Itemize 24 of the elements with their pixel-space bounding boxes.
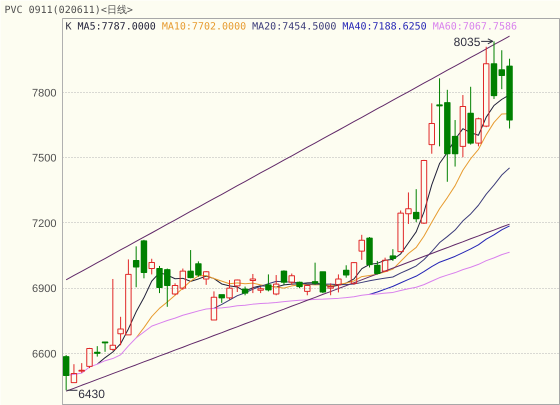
y-tick-label: 6900	[32, 283, 57, 296]
chart-title: PVC 0911(020611)<日线>	[4, 4, 133, 16]
candlestick	[70, 364, 78, 384]
candlestick	[358, 234, 365, 260]
candlestick	[148, 258, 155, 275]
y-tick-label: 7800	[32, 87, 57, 100]
line-series	[66, 36, 510, 280]
line-series	[369, 225, 510, 295]
y-tick-label: 7200	[32, 218, 57, 230]
legend-title: K	[66, 22, 72, 32]
candlestick	[250, 273, 256, 294]
candlestick	[218, 294, 225, 304]
text: MA20:7454.5000	[252, 22, 336, 32]
candlestick	[102, 342, 108, 352]
annotation: 6430	[78, 386, 106, 401]
y-tick-label: 6600	[32, 348, 57, 360]
y-tick-label: 7500	[32, 152, 57, 165]
text: MA5:7787.0000	[78, 22, 156, 32]
text: MA10:7702.0000	[162, 22, 246, 32]
annotation: 8035	[454, 34, 481, 49]
candlestick	[428, 102, 435, 154]
text: MA40:7188.6250	[342, 22, 427, 32]
text: MA60:7067.7586	[432, 22, 518, 32]
candlestick	[460, 94, 466, 158]
